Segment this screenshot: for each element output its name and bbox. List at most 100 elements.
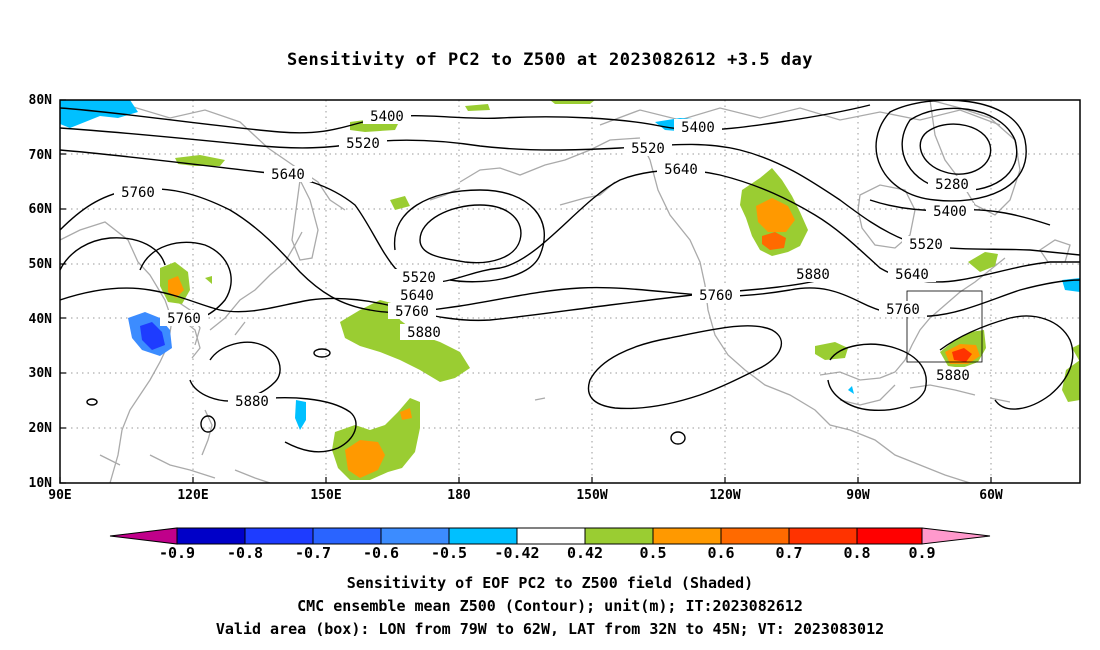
shade-pos-pacific-south-small [400, 408, 412, 420]
shade-pos-okhotsk [390, 196, 410, 210]
shade-pos-pacific-band [340, 300, 470, 382]
axis-ticks [59, 99, 992, 484]
colorbar-segment [176, 527, 246, 545]
colorbar-segment [788, 527, 858, 545]
shade-neg-china-core [140, 322, 165, 350]
contour-label-text: 5760 [121, 185, 155, 201]
contour-5640 [60, 149, 1080, 283]
contour-label-text: 5760 [886, 302, 920, 318]
lon-label: 90W [846, 488, 870, 503]
contour-label-5520-d: 5520 [395, 269, 443, 286]
colorbar-segment [921, 527, 991, 545]
colorbar-segment [244, 527, 314, 545]
contour-label-text: 5640 [664, 162, 698, 178]
colorbar-segment [584, 527, 654, 545]
colorbar-label: -0.9 [159, 544, 195, 562]
colorbar-label: 0.8 [843, 544, 870, 562]
shade-pos-canada-orange [756, 198, 795, 232]
lon-label: 120E [177, 488, 208, 503]
shade-pos-asia-small [205, 276, 212, 284]
lat-axis-labels: 80N 70N 60N 50N 40N 30N 20N 10N [29, 93, 53, 491]
colorbar-label: -0.5 [431, 544, 467, 562]
contour-label-text: 5520 [631, 141, 665, 157]
shade-neg-atlantic [1062, 278, 1080, 292]
contour-label-5760-a: 5760 [114, 184, 162, 201]
contour-label-5880-b: 5880 [400, 324, 448, 341]
lat-label: 80N [29, 93, 53, 108]
shade-pos-pacific-south-core [345, 440, 385, 478]
colorbar-segment [516, 527, 586, 545]
contour-label-5400-a: 5400 [363, 108, 411, 125]
contour-labels: 5400 5400 5520 5520 5640 5640 5760 5280 … [114, 108, 977, 410]
lat-label: 40N [29, 312, 53, 327]
shade-pos-arctic [550, 100, 595, 104]
valid-area-box [906, 290, 983, 363]
shade-neg-small [848, 386, 854, 394]
colorbar-labels: -0.9 -0.8 -0.7 -0.6 -0.5 -0.42 0.42 0.5 … [159, 544, 936, 562]
contour-label-5880-c: 5880 [929, 367, 977, 384]
shade-pos-newfoundland [968, 252, 998, 272]
shade-pos-east-edge2 [1072, 344, 1080, 362]
contour-label-5880-d: 5880 [228, 393, 276, 410]
chart-title: Sensitivity of PC2 to Z500 at 2023082612… [286, 50, 813, 70]
shade-pos-east-edge [1062, 360, 1080, 402]
contour-label-text: 5880 [796, 267, 830, 283]
lon-label: 120W [709, 488, 740, 503]
lat-label: 60N [29, 202, 53, 217]
contour-label-text: 5760 [167, 311, 201, 327]
colorbar-segment [380, 527, 450, 545]
contour-label-5400-c: 5400 [926, 203, 974, 220]
lon-label: 150E [310, 488, 341, 503]
contour-label-text: 5520 [909, 237, 943, 253]
contour-label-5520-a: 5520 [339, 135, 387, 152]
colorbar-segment [652, 527, 722, 545]
colorbar-label: -0.6 [363, 544, 399, 562]
colorbar-segment [109, 527, 178, 545]
contour-label-text: 5520 [346, 136, 380, 152]
colorbar-label: 0.5 [639, 544, 666, 562]
shade-pos-gulf [815, 342, 848, 360]
lon-label: 60W [979, 488, 1003, 503]
colorbar-segment [312, 527, 382, 545]
lat-label: 20N [29, 421, 53, 436]
shade-neg-pacific [295, 400, 306, 430]
contour-label-5640-c: 5640 [888, 266, 936, 283]
caption-line-2: CMC ensemble mean Z500 (Contour); unit(m… [297, 597, 803, 615]
caption-line-3: Valid area (box): LON from 79W to 62W, L… [215, 620, 885, 638]
contour-label-text: 5400 [370, 109, 404, 125]
contour-label-5520-b: 5520 [624, 140, 672, 157]
colorbar [109, 527, 991, 545]
contour-label-5640-a: 5640 [264, 166, 312, 183]
contour-label-5400-b: 5400 [674, 119, 722, 136]
contour-label-5280: 5280 [928, 176, 976, 193]
colorbar-label: -0.8 [227, 544, 263, 562]
lat-label: 70N [29, 148, 53, 163]
contour-label-text: 5400 [681, 120, 715, 136]
colorbar-label: 0.7 [775, 544, 802, 562]
map-frame [59, 99, 1081, 484]
coastlines [60, 100, 1071, 483]
lon-axis-labels: 90E 120E 150E 180 150W 120W 90W 60W [48, 488, 1003, 503]
contour-label-5520-c: 5520 [902, 236, 950, 253]
contour-label-5880-a: 5880 [789, 266, 837, 283]
contour-label-text: 5760 [699, 288, 733, 304]
contour-label-text: 5880 [235, 394, 269, 410]
lon-label: 180 [447, 488, 471, 503]
contour-label-text: 5640 [400, 288, 434, 304]
contour-label-text: 5880 [936, 368, 970, 384]
shade-pos-asia-mid-core [168, 276, 184, 298]
shade-pos-arctic2 [465, 104, 490, 111]
lon-label: 150W [576, 488, 607, 503]
lat-label: 30N [29, 366, 53, 381]
shade-pos-canada-orange2 [762, 232, 786, 250]
contour-label-text: 5520 [402, 270, 436, 286]
contour-label-text: 5880 [407, 325, 441, 341]
colorbar-label: -0.7 [295, 544, 331, 562]
contour-5280 [919, 123, 992, 175]
contour-label-5760-c: 5760 [388, 303, 436, 320]
lon-label: 90E [48, 488, 71, 503]
colorbar-label: -0.42 [494, 544, 539, 562]
contour-label-5760-e: 5760 [160, 310, 208, 327]
lat-label: 50N [29, 257, 53, 272]
